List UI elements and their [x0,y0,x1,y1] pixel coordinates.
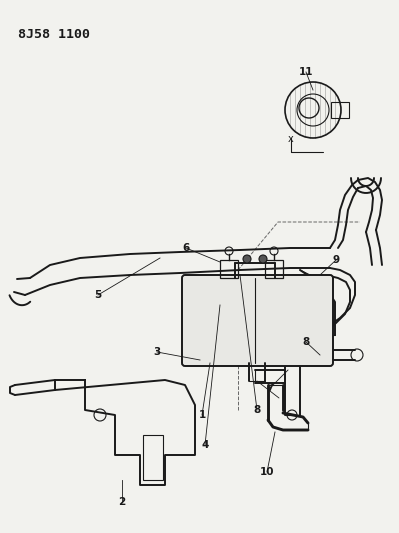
Text: 5: 5 [95,290,102,300]
Text: 2: 2 [119,497,126,507]
Text: 8J58 1100: 8J58 1100 [18,28,90,41]
FancyBboxPatch shape [182,275,333,366]
Bar [220,260,238,278]
Bar [265,260,283,278]
Circle shape [243,255,251,263]
Text: 3: 3 [153,347,161,357]
Bar [331,102,349,118]
Text: 10: 10 [260,467,274,477]
Text: 8: 8 [302,337,310,347]
Text: 6: 6 [182,243,190,253]
Bar [143,435,163,480]
Text: x: x [288,134,294,144]
Text: 8: 8 [253,405,261,415]
Text: 11: 11 [299,67,313,77]
Text: 7: 7 [266,383,274,393]
Text: 4: 4 [201,440,209,450]
Text: 1: 1 [198,410,205,420]
Circle shape [259,255,267,263]
Text: 9: 9 [332,255,340,265]
